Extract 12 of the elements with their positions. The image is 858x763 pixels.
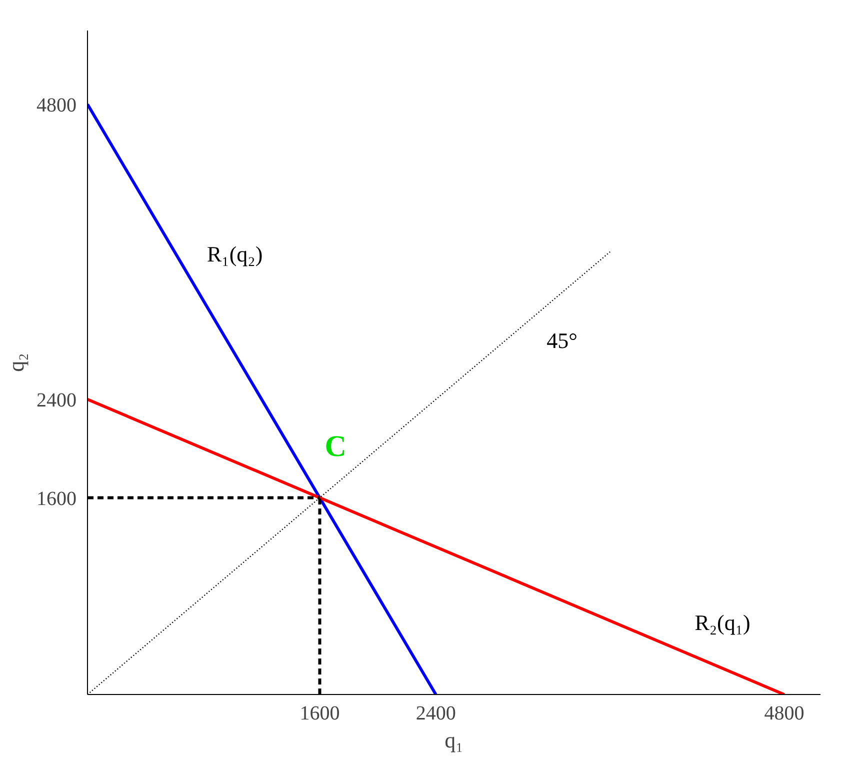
y-tick-label: 2400 bbox=[36, 389, 76, 412]
x-tick-label: 2400 bbox=[416, 702, 456, 724]
x-tick-label: 1600 bbox=[300, 702, 340, 724]
x-axis-title: q₁ bbox=[444, 728, 464, 752]
series-label: R₁(q₂) bbox=[207, 241, 263, 266]
y-tick-label: 4800 bbox=[36, 94, 76, 116]
y-tick-label: 1600 bbox=[36, 488, 76, 510]
series-label: R₂(q₁) bbox=[694, 610, 750, 636]
annotation: C bbox=[324, 430, 346, 463]
series-label: 45° bbox=[546, 328, 578, 354]
y-axis-title: q₂ bbox=[4, 353, 28, 372]
x-tick-label: 4800 bbox=[764, 702, 804, 724]
